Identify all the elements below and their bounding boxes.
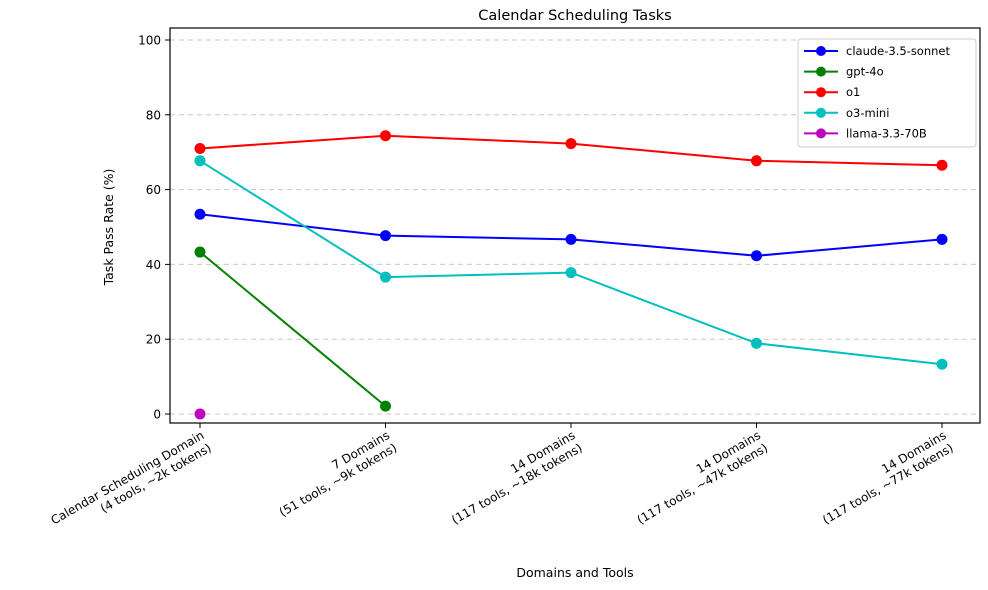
x-tick-label-line: (51 tools, ~9k tokens): [277, 441, 399, 520]
x-tick-label: Calendar Scheduling Domain(4 tools, ~2k …: [48, 428, 213, 527]
y-tick-label: 80: [146, 108, 161, 122]
plot-border: [169, 27, 981, 424]
y-axis-title: Task Pass Rate (%): [101, 169, 116, 287]
data-point-o1: [194, 142, 206, 154]
legend: claude-3.5-sonnet gpt-4o o1 o3-mini llama-3.…: [797, 38, 977, 148]
x-axis-title: Domains and Tools: [516, 565, 633, 580]
x-tick-label: 14 Domains(117 tools, ~18k tokens): [449, 428, 585, 527]
x-tick-label: 14 Domains(117 tools, ~77k tokens): [820, 428, 956, 527]
data-point-o1: [380, 130, 391, 142]
y-tick-label: 40: [146, 258, 161, 272]
legend-item-o1: o1: [804, 85, 860, 99]
legend-marker-icon: [816, 128, 826, 139]
y-tick-label: 20: [146, 333, 161, 347]
legend-marker-icon: [816, 107, 826, 118]
y-tick-label: 0: [153, 408, 161, 422]
legend-item-llama-3.3-70B: llama-3.3-70B: [804, 126, 927, 140]
legend-marker-icon: [816, 66, 826, 77]
data-point-claude-3.5-sonnet: [380, 230, 391, 242]
data-point-claude-3.5-sonnet: [936, 233, 948, 245]
legend-label: o1: [846, 85, 860, 99]
legend-label: o3-mini: [846, 106, 889, 120]
chart-title: Calendar Scheduling Tasks: [478, 8, 671, 24]
data-point-o1: [751, 155, 762, 167]
x-tick-label-line: (117 tools, ~77k tokens): [820, 441, 956, 527]
data-point-o1: [936, 159, 948, 171]
data-point-claude-3.5-sonnet: [194, 208, 206, 220]
y-tick-label: 60: [146, 183, 161, 197]
x-tick-label-line: (117 tools, ~47k tokens): [635, 441, 771, 527]
x-tick-label: 14 Domains(117 tools, ~47k tokens): [635, 428, 771, 527]
legend-label: claude-3.5-sonnet: [846, 44, 950, 58]
data-point-llama-3.3-70B: [194, 408, 206, 420]
legend-item-gpt-4o: gpt-4o: [804, 65, 884, 79]
data-point-o3-mini: [751, 337, 762, 349]
legend-label: llama-3.3-70B: [846, 126, 927, 140]
data-point-claude-3.5-sonnet: [565, 233, 577, 245]
x-tick-label-line: Calendar Scheduling Domain: [48, 428, 206, 527]
data-point-o3-mini: [565, 267, 577, 279]
data-point-o3-mini: [936, 358, 948, 370]
series-line-o3-mini: [199, 159, 943, 366]
legend-label: gpt-4o: [846, 65, 884, 79]
legend-marker-icon: [816, 46, 826, 56]
data-point-o1: [565, 138, 577, 150]
x-tick-label-line: (117 tools, ~18k tokens): [449, 441, 585, 527]
data-point-o3-mini: [194, 155, 206, 167]
data-point-claude-3.5-sonnet: [751, 250, 762, 262]
legend-item-claude-3.5-sonnet: claude-3.5-sonnet: [804, 44, 950, 58]
x-tick-label: 7 Domains(51 tools, ~9k tokens): [277, 428, 399, 520]
legend-item-o3-mini: o3-mini: [804, 106, 889, 120]
y-tick-label: 100: [138, 34, 161, 48]
data-point-gpt-4o: [194, 246, 206, 258]
series-layer: [194, 130, 948, 420]
data-point-gpt-4o: [380, 400, 391, 412]
legend-box: [797, 38, 977, 148]
legend-marker-icon: [816, 87, 826, 98]
data-point-o3-mini: [380, 271, 391, 283]
series-line-gpt-4o: [199, 251, 387, 408]
